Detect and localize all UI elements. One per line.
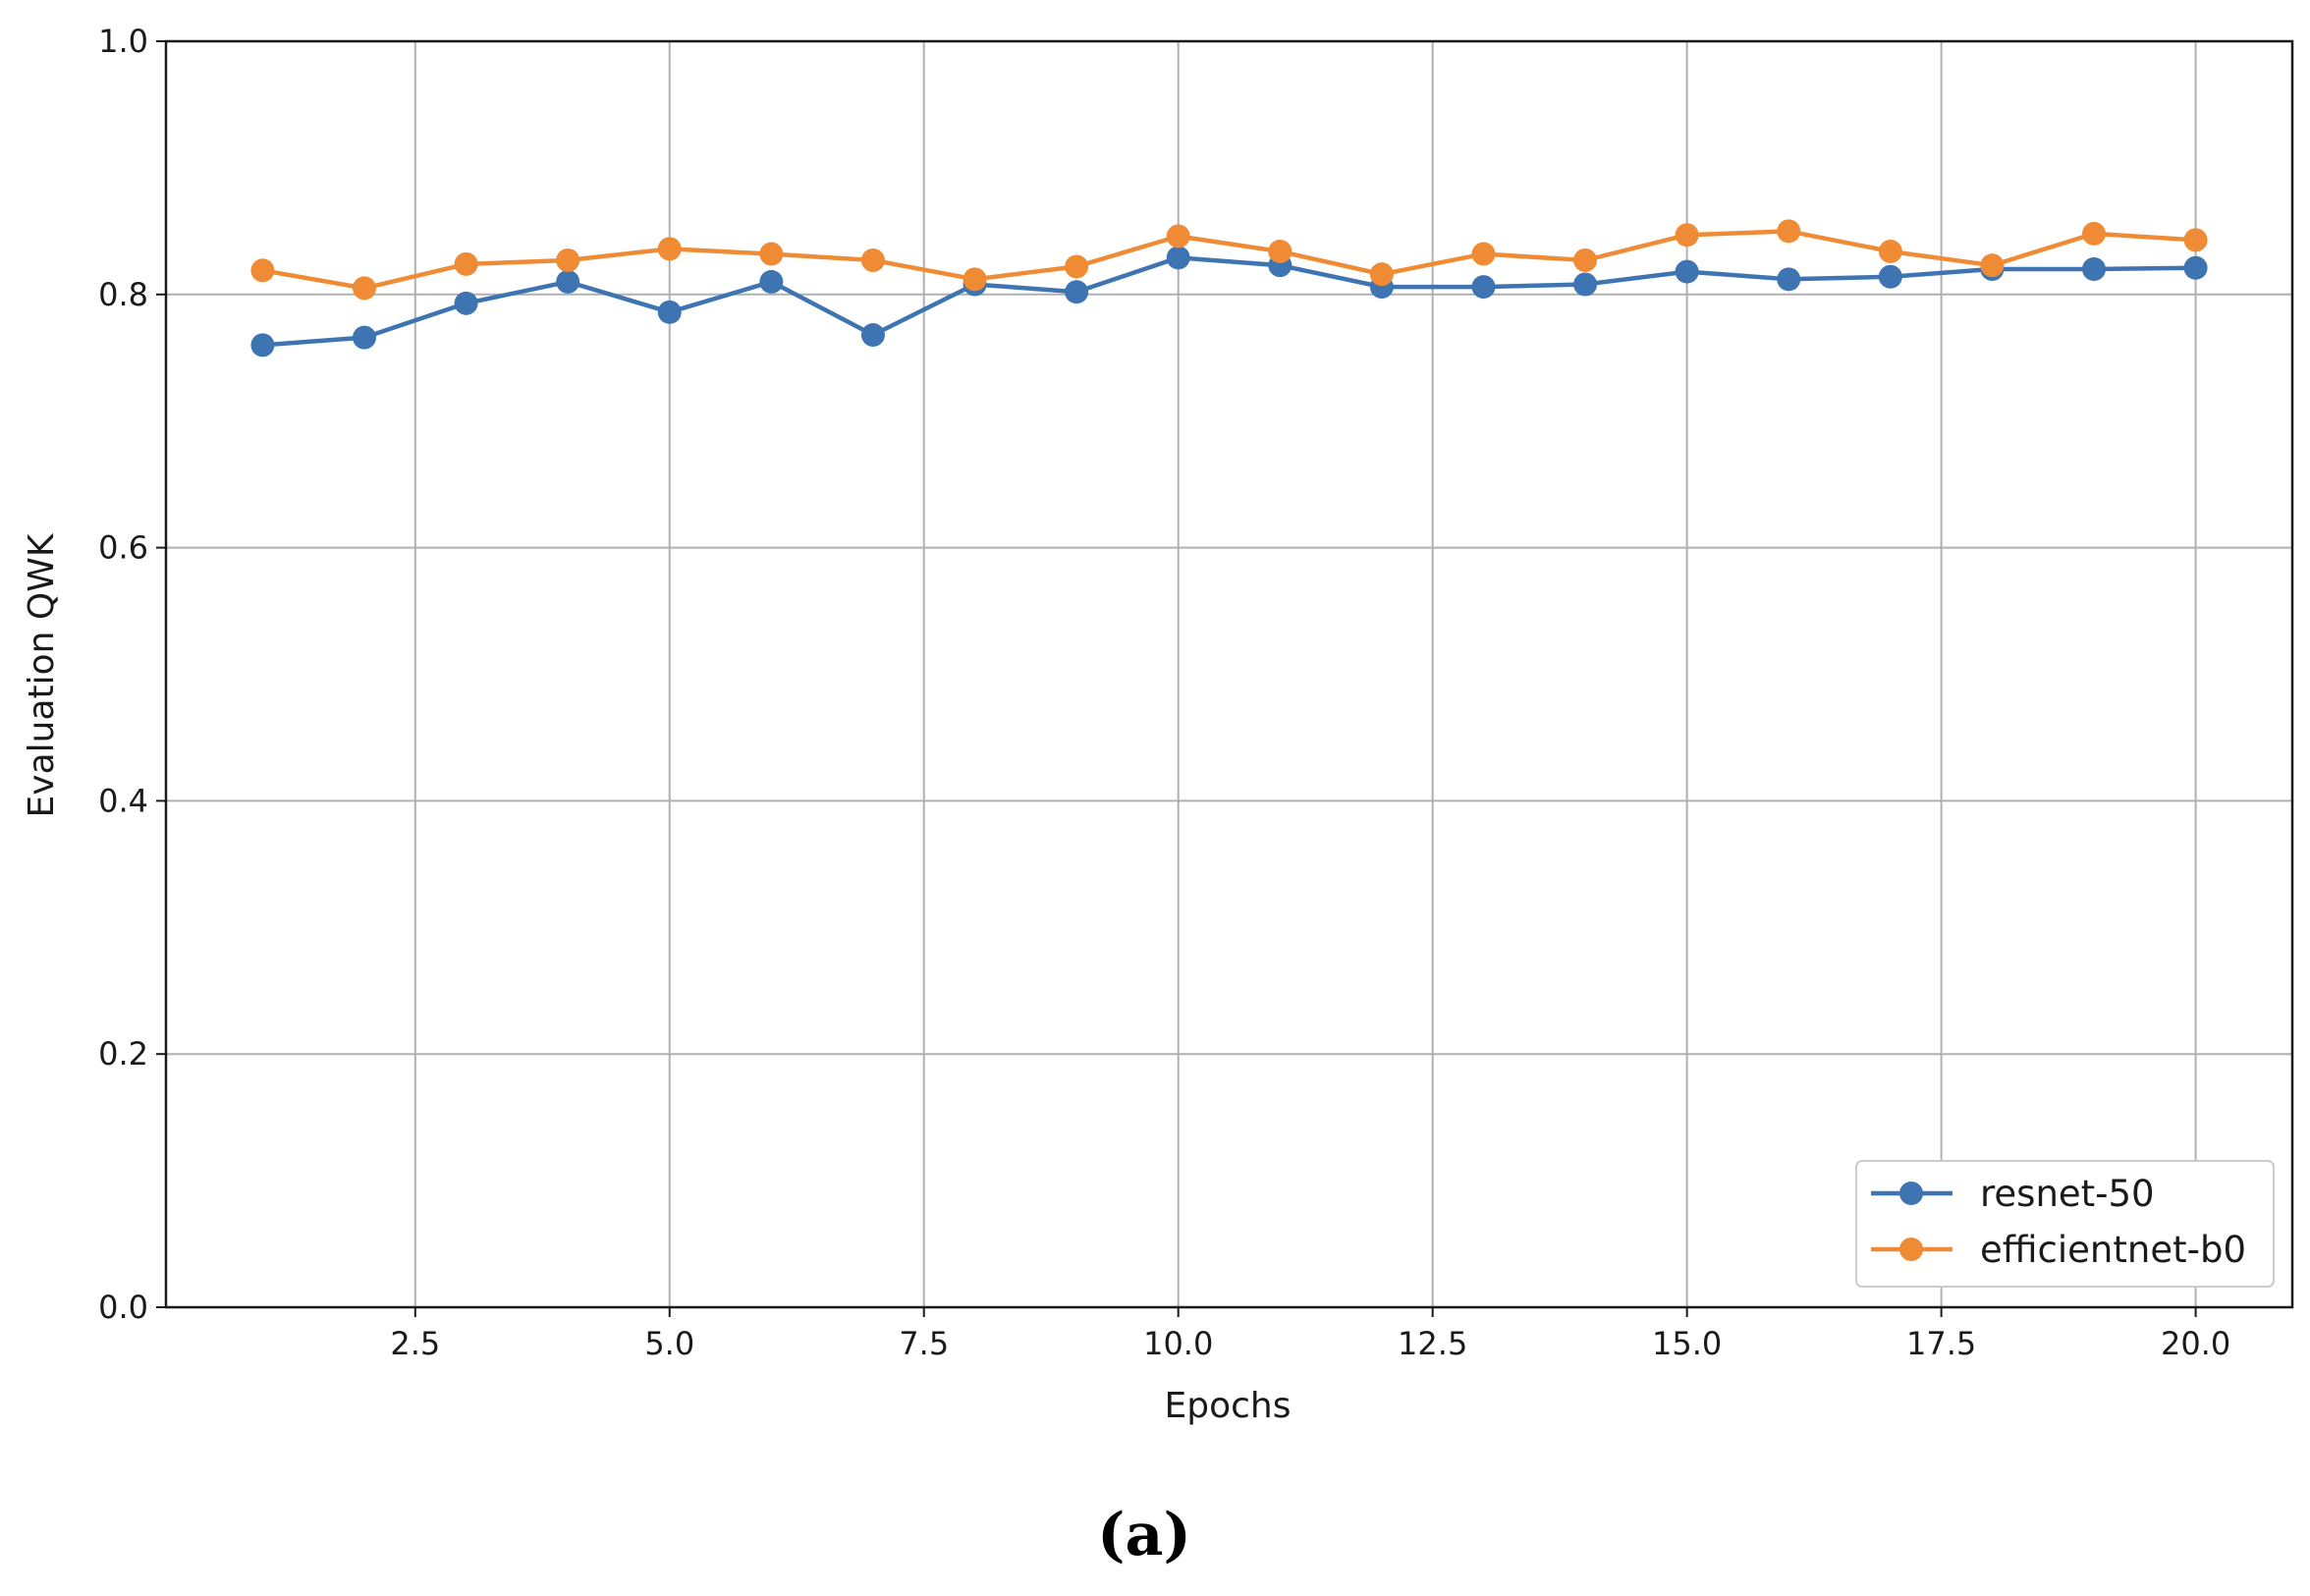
data-point bbox=[1573, 248, 1598, 272]
x-tick-label: 20.0 bbox=[2161, 1325, 2230, 1362]
data-point bbox=[454, 251, 478, 276]
data-point bbox=[454, 291, 478, 315]
x-tick-label: 15.0 bbox=[1652, 1325, 1722, 1362]
series-line bbox=[262, 255, 2196, 348]
data-point bbox=[860, 323, 885, 348]
y-tick-label: 0.6 bbox=[98, 529, 148, 567]
y-axis: 0.0 0.2 0.4 0.6 0.8 1.0 bbox=[98, 23, 166, 1326]
data-point bbox=[1675, 223, 1699, 248]
data-point bbox=[1065, 280, 1089, 304]
data-point bbox=[759, 269, 784, 294]
plot-area-frame bbox=[164, 39, 2294, 1309]
data-point bbox=[1471, 275, 1496, 300]
data-point bbox=[1166, 224, 1190, 248]
data-point bbox=[1471, 242, 1496, 266]
legend-label: resnet-50 bbox=[1980, 1173, 2155, 1215]
data-point bbox=[1065, 254, 1089, 279]
data-point bbox=[1980, 253, 2005, 278]
data-point bbox=[962, 267, 987, 292]
data-point bbox=[1777, 267, 1801, 292]
y-tick-label: 0.2 bbox=[98, 1035, 148, 1073]
data-point bbox=[759, 242, 784, 266]
data-point bbox=[2183, 228, 2208, 252]
data-point bbox=[250, 258, 275, 283]
x-tick-label: 2.5 bbox=[390, 1325, 440, 1362]
y-tick-label: 0.0 bbox=[98, 1289, 148, 1326]
x-tick-label: 10.0 bbox=[1143, 1325, 1213, 1362]
data-point bbox=[657, 237, 682, 261]
data-point bbox=[1268, 239, 1292, 263]
grid bbox=[166, 40, 2292, 1308]
y-tick-label: 1.0 bbox=[98, 23, 148, 60]
data-point bbox=[1369, 262, 1394, 287]
series-line bbox=[262, 229, 2196, 291]
data-point bbox=[556, 269, 580, 294]
data-point bbox=[556, 248, 580, 272]
series-resnet-50 bbox=[250, 246, 2208, 358]
series-group bbox=[250, 219, 2208, 358]
legend: resnet-50 efficientnet-b0 bbox=[1855, 1160, 2275, 1288]
legend-label: efficientnet-b0 bbox=[1980, 1229, 2246, 1271]
legend-marker bbox=[1899, 1238, 1923, 1261]
figure-caption: (a) bbox=[1097, 1501, 1191, 1569]
data-point bbox=[2082, 257, 2107, 282]
data-point bbox=[860, 248, 885, 272]
x-tick-label: 17.5 bbox=[1906, 1325, 1976, 1362]
x-tick-label: 7.5 bbox=[899, 1325, 949, 1362]
data-point bbox=[1675, 259, 1699, 284]
legend-box bbox=[1855, 1160, 2275, 1288]
data-point bbox=[2082, 221, 2107, 246]
data-point bbox=[1878, 264, 1902, 289]
series-efficientnet-b0 bbox=[250, 219, 2208, 301]
data-point bbox=[1777, 219, 1801, 244]
data-point bbox=[1573, 272, 1598, 297]
y-axis-title: Evaluation QWK bbox=[22, 532, 62, 817]
data-point bbox=[352, 325, 376, 350]
y-tick-label: 0.4 bbox=[98, 782, 148, 819]
data-point bbox=[250, 333, 275, 358]
data-point bbox=[657, 300, 682, 324]
x-axis-title: Epochs bbox=[1165, 1386, 1292, 1426]
x-tick-label: 5.0 bbox=[644, 1325, 694, 1362]
data-point bbox=[1878, 239, 1902, 263]
x-tick-label: 12.5 bbox=[1398, 1325, 1467, 1362]
y-tick-label: 0.8 bbox=[98, 276, 148, 313]
data-point bbox=[2183, 255, 2208, 280]
legend-marker bbox=[1899, 1182, 1923, 1205]
data-point bbox=[352, 276, 376, 301]
data-point bbox=[1166, 246, 1190, 270]
x-axis: 2.5 5.0 7.5 10.0 12.5 15.0 17.5 20.0 bbox=[390, 1307, 2230, 1362]
